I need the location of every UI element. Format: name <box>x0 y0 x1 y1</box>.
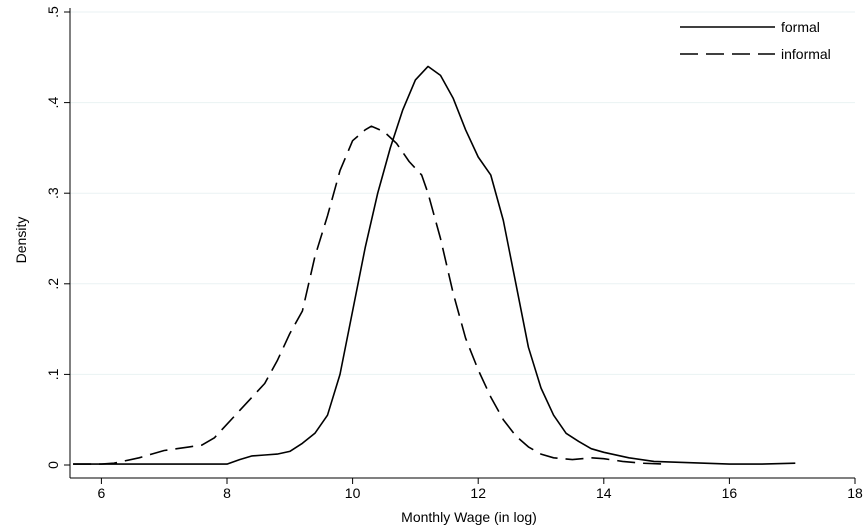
y-axis-title: Density <box>13 217 29 264</box>
x-axis-title: Monthly Wage (in log) <box>401 509 537 525</box>
x-tick-label-4: 14 <box>596 485 612 501</box>
y-tick-label-1: .1 <box>45 368 61 380</box>
gridlines <box>70 11 855 375</box>
series-lines <box>73 65 796 465</box>
y-tick-label-2: .2 <box>45 278 61 290</box>
series-line-formal <box>73 65 796 465</box>
x-tick-label-6: 18 <box>847 485 863 501</box>
y-tick-label-4: .4 <box>45 97 61 109</box>
axes <box>69 8 855 479</box>
y-tick-label-3: .3 <box>45 187 61 199</box>
legend-label-informal: informal <box>781 46 831 62</box>
y-tick-label-0: 0 <box>45 461 61 469</box>
y-tick-label-5: .5 <box>45 6 61 18</box>
x-axis-ticks: 6 8 10 12 14 16 18 <box>98 478 863 501</box>
x-tick-label-5: 16 <box>722 485 738 501</box>
legend: formal informal <box>680 19 831 62</box>
legend-label-formal: formal <box>781 19 820 35</box>
x-tick-label-0: 6 <box>98 485 106 501</box>
x-tick-label-3: 12 <box>470 485 486 501</box>
x-tick-label-1: 8 <box>223 485 231 501</box>
x-tick-label-2: 10 <box>345 485 361 501</box>
y-axis-ticks: 0 .1 .2 .3 .4 .5 <box>45 6 70 469</box>
series-line-informal <box>73 125 667 465</box>
